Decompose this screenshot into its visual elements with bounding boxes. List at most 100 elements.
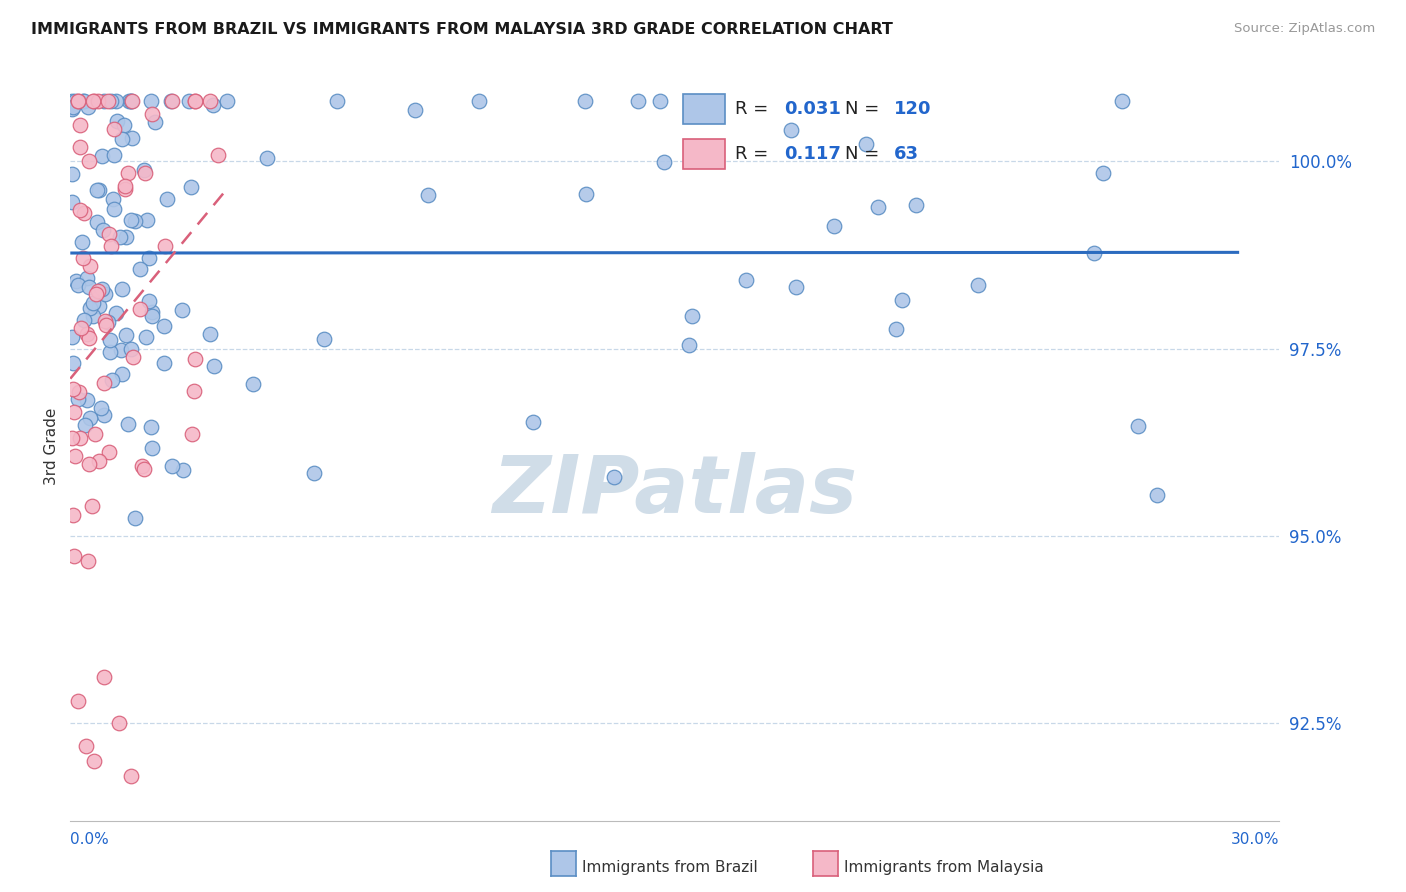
Point [681,309,703,323]
Point [93,95,115,109]
Point [121,131,143,145]
Point [82,310,104,324]
Point [63,450,86,464]
Point [98,345,121,359]
Point [107,716,129,731]
Point [100,95,122,109]
Point [139,95,162,109]
Point [76,392,98,407]
Point [60,330,83,344]
Point [83,754,105,768]
Point [780,122,803,136]
Point [141,106,163,120]
Point [627,95,650,109]
Point [93,376,115,390]
Point [184,95,207,109]
Point [94,318,117,333]
Point [77,554,100,568]
Point [66,277,89,292]
Text: N =: N = [845,100,884,118]
Point [86,182,108,196]
Point [648,95,671,109]
Point [100,238,122,252]
Point [785,279,807,293]
Point [111,367,134,381]
Point [65,274,87,288]
Point [183,95,205,109]
Point [121,95,143,109]
Point [134,166,156,180]
Point [77,280,100,294]
Point [87,95,110,109]
Point [153,356,176,370]
Point [103,193,125,207]
Point [69,431,91,445]
Text: IMMIGRANTS FROM BRAZIL VS IMMIGRANTS FROM MALAYSIA 3RD GRADE CORRELATION CHART: IMMIGRANTS FROM BRAZIL VS IMMIGRANTS FRO… [31,22,893,37]
Text: 30.0%: 30.0% [1232,832,1279,847]
Point [103,148,125,162]
Point [83,95,105,109]
Point [156,192,179,206]
Point [1111,95,1133,109]
Point [132,163,155,178]
Point [62,356,84,370]
Point [87,454,110,468]
Point [94,286,117,301]
Point [603,470,626,484]
Point [79,301,101,315]
Point [114,178,136,193]
Point [904,198,927,212]
Point [135,330,157,344]
Text: Immigrants from Malaysia: Immigrants from Malaysia [844,860,1043,874]
Point [312,332,335,346]
Point [574,95,596,109]
Point [967,278,990,293]
Point [101,373,124,387]
Point [104,95,127,109]
Point [60,194,83,209]
Point [131,459,153,474]
Point [115,230,138,244]
Point [184,352,207,367]
Point [83,427,105,442]
Point [215,95,238,109]
Point [120,212,142,227]
Point [139,419,162,434]
Point [1083,246,1105,260]
Point [98,444,121,458]
Text: Source: ZipAtlas.com: Source: ZipAtlas.com [1234,22,1375,36]
Point [242,376,264,391]
Text: 0.031: 0.031 [785,100,841,118]
Point [103,202,125,216]
Point [82,95,104,109]
Point [1092,165,1115,179]
Point [138,294,160,309]
Point [1146,488,1168,502]
Point [404,103,426,117]
Point [678,338,700,352]
Point [97,227,120,242]
Point [93,314,115,328]
Point [198,95,221,109]
Text: ZIPatlas: ZIPatlas [492,452,858,530]
Point [111,282,134,296]
Point [134,462,156,476]
Y-axis label: 3rd Grade: 3rd Grade [44,408,59,484]
Point [105,114,128,128]
Point [143,115,166,129]
Bar [683,139,725,169]
Text: R =: R = [735,145,775,163]
Point [103,122,125,136]
Point [73,313,96,327]
Point [91,282,114,296]
Point [90,149,112,163]
Point [76,99,98,113]
Point [141,309,163,323]
Point [117,166,139,180]
Point [138,251,160,265]
Point [91,222,114,236]
Point [93,409,115,423]
Text: R =: R = [735,100,775,118]
Point [868,200,890,214]
Point [84,287,107,301]
